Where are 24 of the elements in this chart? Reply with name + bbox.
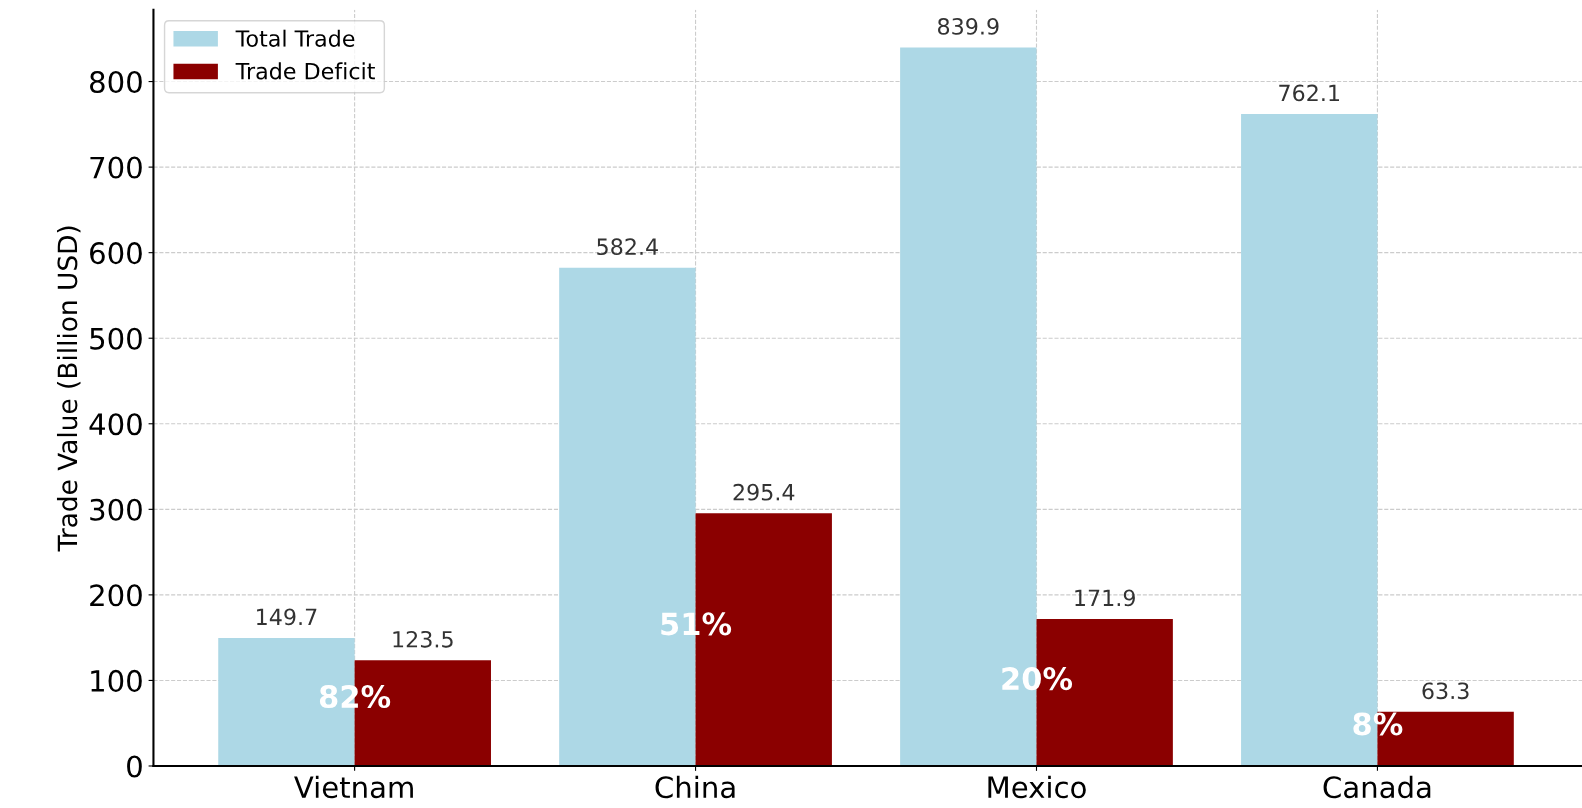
data-label: 63.3 <box>1422 682 1469 700</box>
y-tick-label: 800 <box>90 70 142 94</box>
x-tick-label: China <box>655 775 735 799</box>
y-tick-label: 600 <box>90 242 142 265</box>
legend-label: Total Trade <box>235 29 355 47</box>
y-tick-label: 200 <box>90 584 142 607</box>
data-label: 123.5 <box>393 630 453 648</box>
x-tick-label: Canada <box>1323 775 1431 799</box>
data-label: 839.9 <box>938 17 999 35</box>
y-tick-label: 700 <box>90 156 142 179</box>
legend-label: Trade Deficit <box>235 62 375 80</box>
y-tick-label: 100 <box>91 669 142 692</box>
y-tick-label: 300 <box>90 498 142 521</box>
y-tick-label: 400 <box>89 413 142 436</box>
y-tick-label: 0 <box>127 755 142 778</box>
data-label: 762.1 <box>1279 84 1339 102</box>
data-label: 149.7 <box>257 608 317 626</box>
x-tick-label: Mexico <box>988 775 1086 799</box>
y-axis-title: Trade Value (Billion USD) <box>56 226 81 552</box>
data-label: 582.4 <box>597 238 658 256</box>
x-tick-label: Vietnam <box>294 775 413 799</box>
y-tick-label: 500 <box>90 327 142 350</box>
data-label: 295.4 <box>733 483 795 501</box>
data-label: 171.9 <box>1075 589 1135 607</box>
